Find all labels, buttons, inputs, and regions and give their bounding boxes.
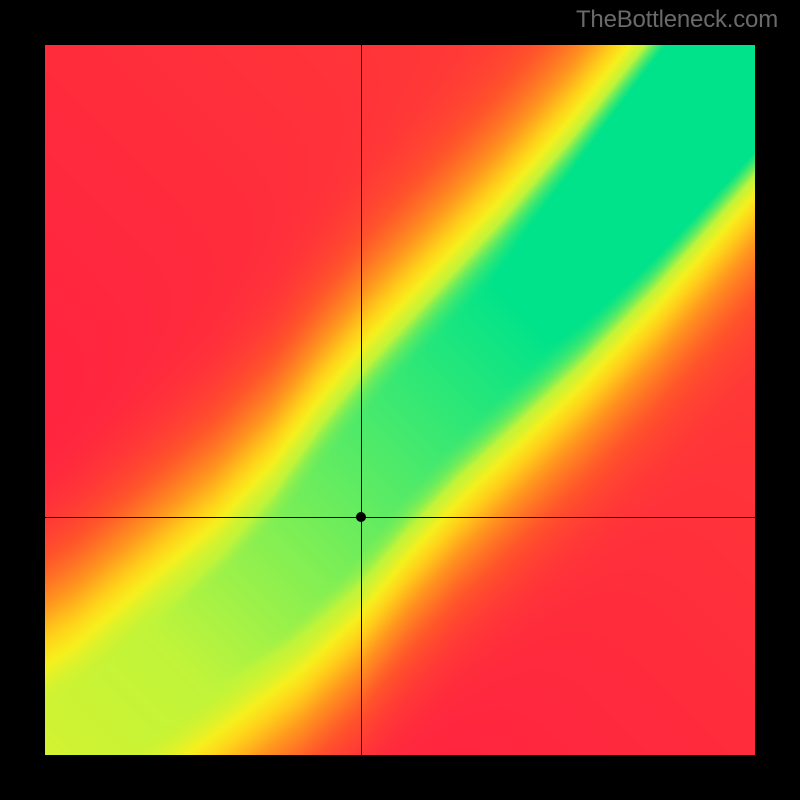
crosshair-horizontal-line	[45, 517, 755, 518]
watermark-text: TheBottleneck.com	[576, 6, 778, 34]
bottleneck-heatmap	[45, 45, 755, 755]
crosshair-vertical-line	[361, 45, 362, 755]
